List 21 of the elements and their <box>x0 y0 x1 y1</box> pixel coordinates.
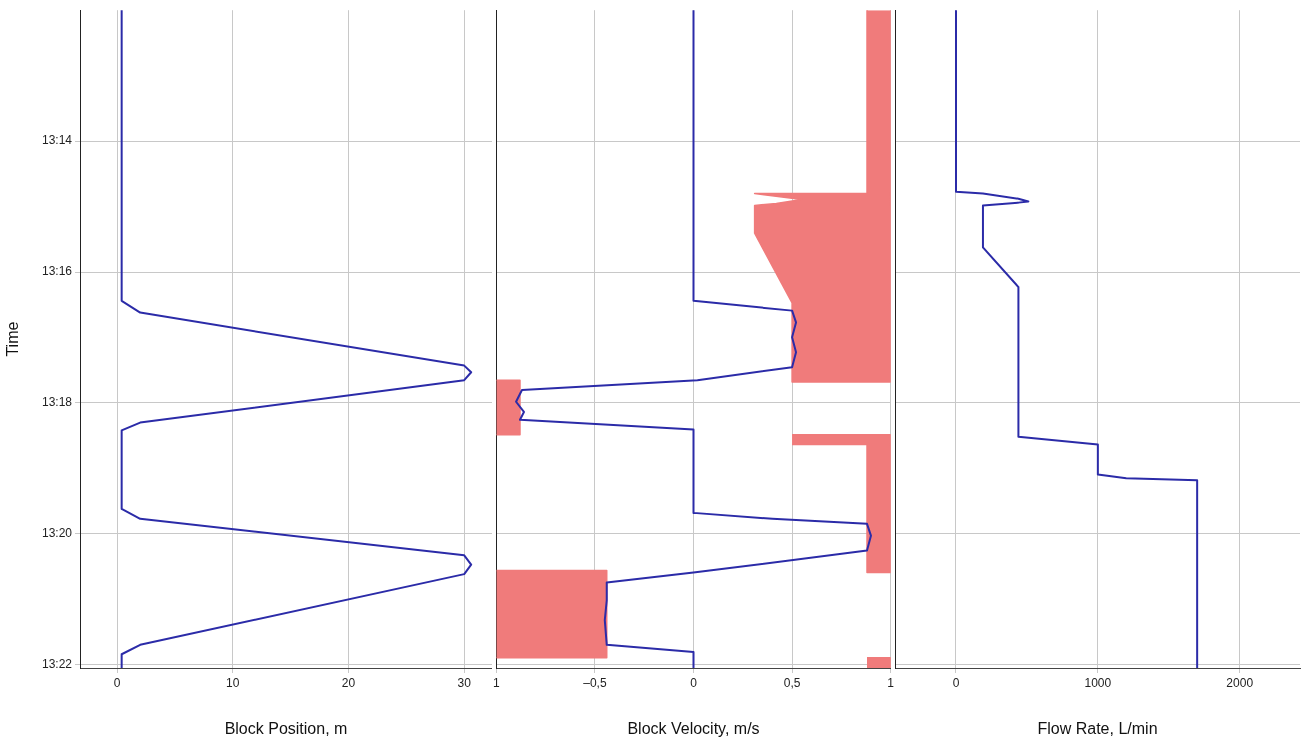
x-axis-title: Block Velocity, m/s <box>627 719 760 737</box>
x-tick-label: 1 <box>492 675 500 690</box>
y-tick-label: 13:14 <box>41 133 73 148</box>
y-tick-label: 13:16 <box>41 264 73 279</box>
y-tick-label: 13:20 <box>41 526 73 541</box>
x-tick-label: 1000 <box>1084 675 1112 690</box>
y-tick-label: 13:18 <box>41 395 73 410</box>
x-tick-label: 0 <box>952 675 960 690</box>
y-tick-label: 13:22 <box>41 657 73 672</box>
x-tick-label: 2000 <box>1226 675 1254 690</box>
x-tick-label: 0,5 <box>783 675 801 690</box>
x-tick-label: –0,5 <box>583 675 607 690</box>
x-axis-title: Flow Rate, L/min <box>1037 719 1158 737</box>
x-tick-label: 30 <box>457 675 472 690</box>
x-axis-title: Block Position, m <box>224 719 348 737</box>
x-tick-label: 10 <box>226 675 240 690</box>
x-tick-label: 1 <box>887 675 895 690</box>
y-axis-title: Time <box>4 321 22 357</box>
x-tick-label: 0 <box>113 675 121 690</box>
x-tick-label: 20 <box>341 675 356 690</box>
x-tick-label: 0 <box>690 675 698 690</box>
